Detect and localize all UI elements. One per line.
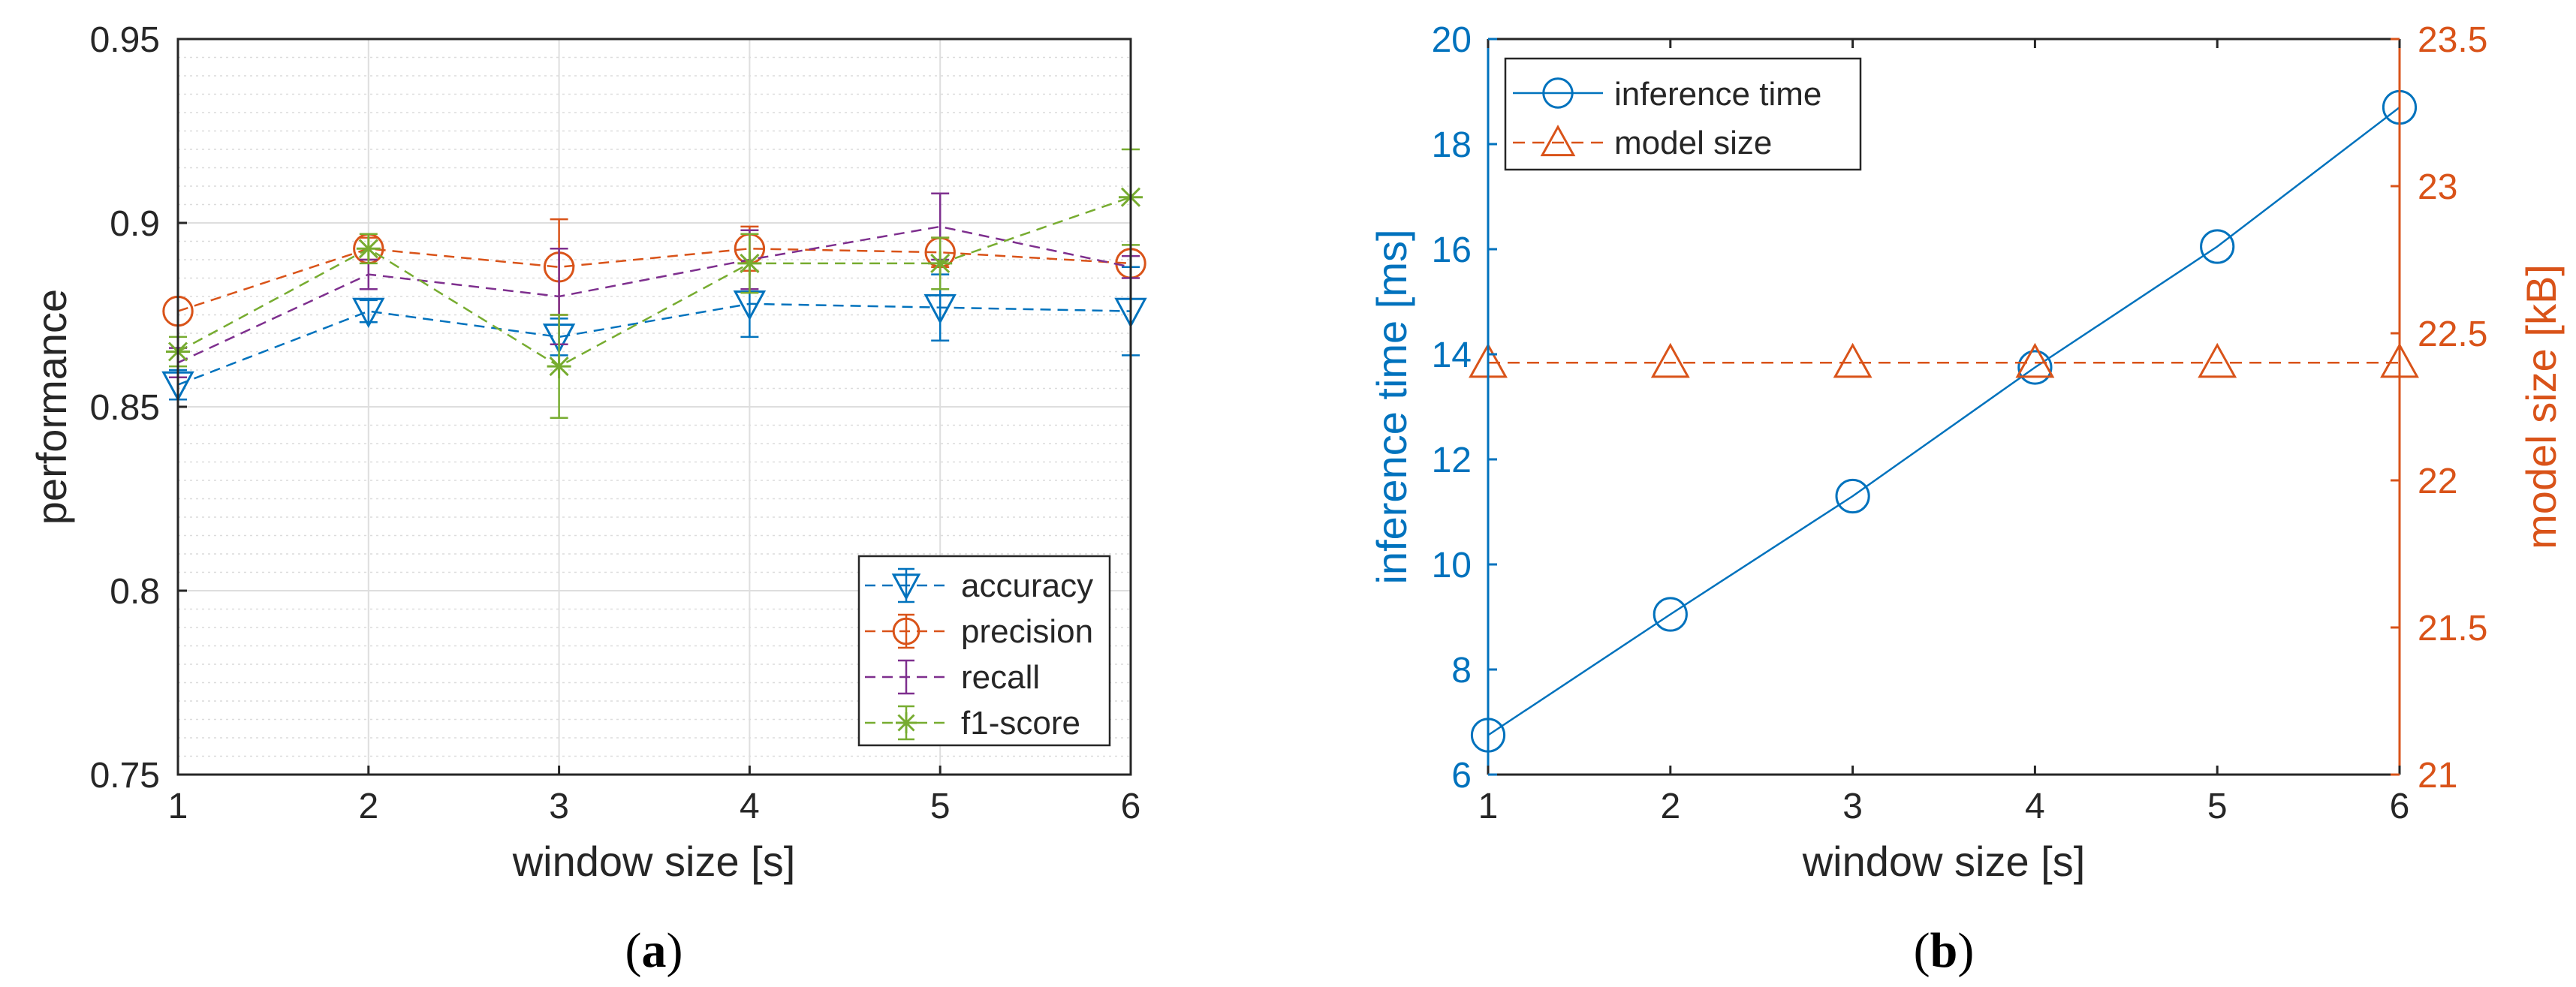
left-y-tick-label: 6 xyxy=(1451,756,1472,796)
panel-a-legend-entries xyxy=(865,567,948,741)
right-y-tick-label: 22.5 xyxy=(2418,314,2487,354)
x-tick-label: 5 xyxy=(930,787,951,826)
panel-a-series-layer xyxy=(161,148,1147,419)
y-tick-label: 0.9 xyxy=(110,204,160,244)
left-y-tick-label: 20 xyxy=(1432,20,1472,60)
data-point-inference-time xyxy=(2200,229,2235,264)
x-tick-label: 4 xyxy=(740,787,760,826)
data-point-inference-time xyxy=(2017,350,2053,385)
panel-b-legend: inference time model size xyxy=(1504,57,1862,171)
left-y-tick-label: 18 xyxy=(1432,125,1472,165)
legend-marker-inference-time xyxy=(1542,77,1574,109)
legend-marker-f1-score xyxy=(896,712,917,733)
panel-a-legend: accuracy precision recall f1-score xyxy=(857,555,1111,747)
right-y-tick-label: 21 xyxy=(2418,756,2457,796)
x-tick-label: 1 xyxy=(168,787,188,826)
legend-label-model-size: model size xyxy=(1614,125,1772,161)
x-tick-label: 4 xyxy=(2025,787,2045,826)
left-y-tick-label: 12 xyxy=(1432,441,1472,480)
x-tick-label: 2 xyxy=(358,787,378,826)
data-point-inference-time xyxy=(1653,597,1688,632)
data-point-f1-score xyxy=(547,354,571,379)
x-tick-label: 6 xyxy=(1121,787,1141,826)
panel-b-left-y-axis-label: inference time [ms] xyxy=(1368,229,1415,584)
panel-a-caption: (a) xyxy=(625,923,683,978)
data-point-f1-score xyxy=(737,251,762,275)
legend-label-accuracy: accuracy xyxy=(961,567,1093,604)
series-line-accuracy xyxy=(177,302,1131,386)
data-point-model-size xyxy=(2198,342,2237,378)
y-tick-label: 0.85 xyxy=(90,388,160,428)
right-y-tick-label: 22 xyxy=(2418,462,2457,501)
series-model-size xyxy=(1469,342,2419,378)
panel-a-x-axis-label: window size [s] xyxy=(512,838,796,885)
data-point-inference-time xyxy=(1835,478,1870,514)
data-point-model-size xyxy=(2015,342,2055,378)
data-point-model-size xyxy=(1833,342,1872,378)
panel-b-legend-box xyxy=(1504,57,1862,171)
x-tick-label: 6 xyxy=(2390,787,2410,826)
panel-b-right-y-axis-label: model size [kB] xyxy=(2517,264,2565,549)
legend-marker-model-size xyxy=(1540,125,1576,157)
y-tick-label: 0.8 xyxy=(110,572,160,612)
data-point-model-size xyxy=(1650,342,1690,378)
panel-b-legend-entries xyxy=(1513,77,1603,157)
x-tick-label: 1 xyxy=(1478,787,1499,826)
legend-label-f1-score: f1-score xyxy=(961,705,1080,742)
panel-b-x-axis-label: window size [s] xyxy=(1802,838,2086,885)
legend-marker-accuracy xyxy=(891,573,921,600)
legend-label-precision: precision xyxy=(961,613,1093,650)
panel-a-chart: 1 2 3 4 5 6 0.75 0.8 0.85 0.9 0.95 window size [s]… xyxy=(28,20,1147,978)
data-point-f1-score xyxy=(356,236,381,261)
series-line-inference-time xyxy=(1487,107,2400,736)
x-tick-label: 3 xyxy=(1842,787,1863,826)
series-line-precision xyxy=(177,248,1131,312)
right-y-tick-label: 23.5 xyxy=(2418,20,2487,60)
x-tick-label: 3 xyxy=(549,787,569,826)
legend-label-inference-time: inference time xyxy=(1614,76,1821,113)
y-tick-label: 0.95 xyxy=(90,20,160,60)
panel-a-legend-box xyxy=(857,555,1111,747)
left-y-tick-label: 16 xyxy=(1432,230,1472,270)
panel-a-ticks: 1 2 3 4 5 6 0.75 0.8 0.85 0.9 0.95 xyxy=(90,20,1141,826)
left-y-tick-label: 14 xyxy=(1432,336,1472,375)
series-line-f1-score xyxy=(177,196,1131,368)
x-tick-label: 2 xyxy=(1660,787,1680,826)
y-tick-label: 0.75 xyxy=(90,756,160,796)
right-y-tick-label: 23 xyxy=(2418,167,2457,207)
data-point-accuracy xyxy=(923,293,957,325)
data-point-f1-score xyxy=(928,251,953,275)
right-y-tick-label: 21.5 xyxy=(2418,609,2487,648)
series-line-recall xyxy=(177,225,1131,364)
legend-marker-precision xyxy=(892,617,920,645)
left-y-tick-label: 8 xyxy=(1451,651,1472,691)
panel-a-y-axis-label: performance xyxy=(28,289,75,525)
x-tick-label: 5 xyxy=(2207,787,2228,826)
panel-b-caption: (b) xyxy=(1914,923,1975,978)
left-y-tick-label: 10 xyxy=(1432,546,1472,585)
data-point-accuracy xyxy=(352,297,385,328)
legend-label-recall: recall xyxy=(961,659,1040,696)
